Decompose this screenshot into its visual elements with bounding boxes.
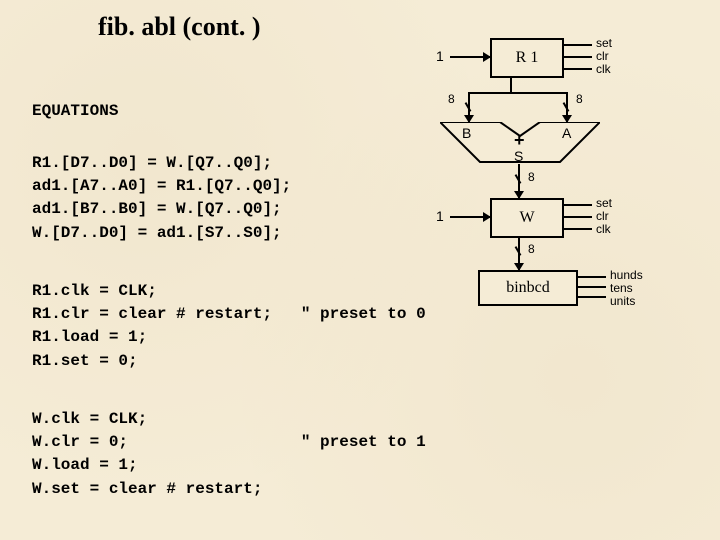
- binbcd-box: binbcd: [478, 270, 578, 306]
- wire-bcd-u: [576, 296, 606, 298]
- label-r1-clk: clk: [596, 62, 611, 76]
- equations-heading: EQUATIONS: [32, 102, 118, 120]
- wire-w-in: [450, 216, 490, 218]
- code-block-3: W.clk = CLK; W.clr = 0; " preset to 1 W.…: [32, 408, 426, 501]
- page-title: fib. abl (cont. ): [98, 12, 261, 42]
- adder-s-label: S: [514, 148, 523, 164]
- wire-r1-in: [450, 56, 490, 58]
- label-r1-clr: clr: [596, 49, 609, 63]
- wire-r1-h2: [510, 92, 568, 94]
- label-w-clr: clr: [596, 209, 609, 223]
- r1-box: R 1: [490, 38, 564, 78]
- wire-r1-set: [562, 44, 592, 46]
- code-block-2: R1.clk = CLK; R1.clr = clear # restart; …: [32, 280, 426, 373]
- label-8-a: 8: [576, 92, 583, 106]
- wire-w-set: [562, 204, 592, 206]
- wire-bcd-t: [576, 286, 606, 288]
- wire-r1-h: [468, 92, 512, 94]
- label-8-w: 8: [528, 242, 535, 256]
- code-block-1: R1.[D7..D0] = W.[Q7..Q0]; ad1.[A7..A0] =…: [32, 152, 291, 245]
- label-one-w: 1: [436, 208, 444, 224]
- label-w-clk: clk: [596, 222, 611, 236]
- w-box: W: [490, 198, 564, 238]
- label-8-b: 8: [448, 92, 455, 106]
- label-r1-set: set: [596, 36, 612, 50]
- adder-a-label: A: [562, 125, 571, 141]
- label-one-r1: 1: [436, 48, 444, 64]
- wire-r1-clk: [562, 68, 592, 70]
- wire-bcd-h: [576, 276, 606, 278]
- wire-w-clk: [562, 228, 592, 230]
- label-8-s: 8: [528, 170, 535, 184]
- label-hunds: hunds: [610, 268, 643, 282]
- adder-b-label: B: [462, 125, 471, 141]
- wire-w-clr: [562, 216, 592, 218]
- label-units: units: [610, 294, 635, 308]
- wire-r1-clr: [562, 56, 592, 58]
- label-tens: tens: [610, 281, 633, 295]
- block-diagram: R 1 1 set clr clk 8 8 B A + S 8 W 1 set …: [400, 30, 700, 360]
- label-w-set: set: [596, 196, 612, 210]
